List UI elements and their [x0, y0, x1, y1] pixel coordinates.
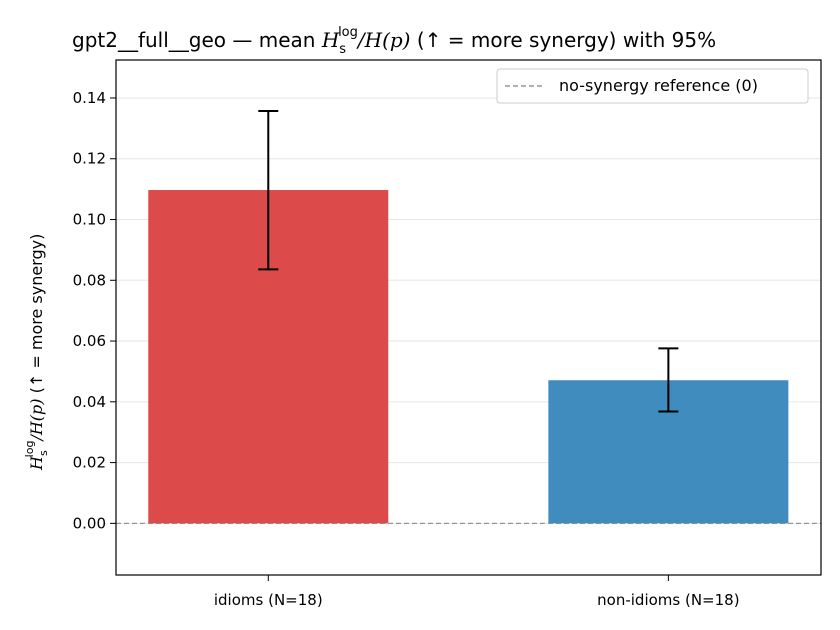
y-tick-label: 0.02: [73, 454, 106, 472]
y-axis-label: Hslog/H(p) (↑ = more synergy): [23, 234, 50, 471]
legend: no-synergy reference (0): [496, 68, 809, 104]
y-tick-label: 0.12: [73, 150, 106, 168]
chart-title-math-symbol: H: [321, 28, 340, 52]
chart-title-math-superscript: log: [338, 25, 358, 40]
y-tick-label: 0.04: [73, 393, 106, 411]
plot-frame: [115, 59, 822, 576]
y-tick-label: 0.00: [73, 514, 106, 532]
chart-title: gpt2__full__geo — mean Hs log/H(p) (↑ = m…: [72, 25, 716, 57]
y-axis-label-math-superscript: log: [23, 441, 36, 458]
x-axis-ticks: idioms (N=18) non-idioms (N=18): [214, 575, 740, 609]
legend-box: [496, 68, 809, 104]
x-tick-label: non-idioms (N=18): [597, 591, 739, 609]
error-bars: [258, 110, 679, 413]
y-axis-label-math-denominator: /H(p): [27, 398, 46, 442]
y-axis-label-suffix: (↑ = more synergy): [27, 234, 46, 399]
x-tick-label: idioms (N=18): [214, 591, 323, 609]
y-axis-label-math-symbol: H: [27, 455, 46, 471]
bars: [148, 190, 789, 524]
chart-title-math-subscript: s: [339, 42, 346, 57]
y-tick-label: 0.10: [73, 211, 106, 229]
y-tick-label: 0.06: [73, 332, 106, 350]
y-tick-label: 0.14: [73, 89, 106, 107]
chart-title-math-denominator: /H(p): [356, 28, 411, 52]
chart-title-suffix: (↑ = more synergy) with 95%: [410, 28, 716, 52]
y-axis-ticks: 0.00 0.02 0.04 0.06 0.08 0.10 0.12 0.14: [73, 89, 116, 532]
chart-title-prefix: gpt2__full__geo — mean: [72, 28, 322, 52]
y-tick-label: 0.08: [73, 271, 106, 289]
y-axis-label-math-subscript: s: [37, 450, 50, 456]
legend-label-reference: no-synergy reference (0): [559, 76, 758, 95]
